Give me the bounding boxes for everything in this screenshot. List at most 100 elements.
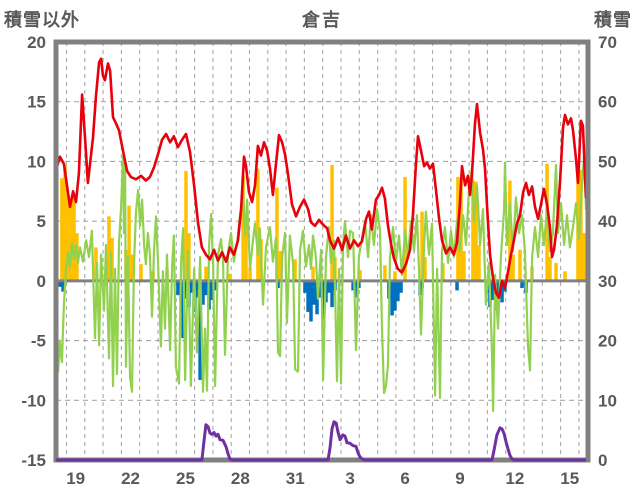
blue-bar [213,280,217,291]
blue-bar [198,280,202,380]
orange-bar [518,249,522,281]
orange-bar [107,216,111,281]
orange-bar [228,273,232,281]
green-line [54,155,588,413]
blue-bar [309,280,313,322]
orange-bar [548,256,552,281]
blue-bar [390,280,394,316]
blue-bar [303,280,307,293]
left-axis-tick-label: 5 [37,212,46,231]
orange-bar [420,211,424,281]
blue-bar [190,280,194,293]
x-axis-tick-label: 12 [505,469,524,488]
orange-bar [293,259,297,281]
orange-bar [358,270,362,281]
orange-bar [511,254,515,281]
blue-bar [276,280,280,289]
x-axis-tick-label: 3 [345,469,354,488]
chart-title: 倉吉 [302,10,342,30]
orange-bar [248,267,252,281]
right-axis-tick-label: 60 [598,93,617,112]
blue-bar [201,280,205,305]
orange-bar [471,180,475,281]
blue-bar [61,280,65,292]
orange-bar [278,251,282,281]
x-axis-tick-label: 6 [400,469,409,488]
orange-bar [393,271,397,281]
orange-bar [60,178,64,281]
orange-bar [563,271,567,281]
blue-bar [399,280,403,293]
orange-bar [275,187,279,281]
orange-bar [204,266,208,281]
x-axis-tick-label: 22 [121,469,140,488]
blue-bar [58,280,62,287]
orange-bar [477,245,481,281]
x-axis-tick-label: 25 [176,469,195,488]
orange-bar [127,205,131,281]
blue-bar [455,280,459,291]
blue-bar [500,280,504,303]
orange-bar [139,264,143,281]
right-axis-title: 積雪 [594,10,632,30]
right-axis-tick-label: 70 [598,33,617,52]
x-axis-tick-label: 15 [560,469,579,488]
blue-bar [321,280,325,320]
blue-bar [354,280,358,298]
blue-bar [327,280,331,293]
right-axis-tick-label: 0 [598,451,607,470]
orange-bar [311,266,315,281]
blue-bar [306,280,310,312]
blue-bar [184,280,188,299]
blue-bar [393,280,397,311]
orange-bar [441,262,445,281]
orange-bar [72,197,76,281]
orange-bar [582,233,586,281]
orange-bar [474,181,478,281]
purple-line [56,420,586,462]
left-axis-tick-label: 10 [27,152,46,171]
blue-bar [318,280,322,298]
blue-bar [396,280,400,302]
orange-bar [256,168,260,281]
orange-bar [244,221,248,281]
right-axis-tick-label: 40 [598,212,617,231]
orange-bar [63,165,67,281]
orange-bar [403,176,407,281]
orange-bar [184,170,188,281]
orange-bar [508,180,512,281]
blue-bar [312,280,316,305]
right-axis-tick-label: 20 [598,332,617,351]
x-axis-tick-label: 31 [286,469,305,488]
x-axis-tick-label: 9 [455,469,464,488]
right-axis-tick-label: 30 [598,272,617,291]
left-axis-tick-label: 0 [37,272,46,291]
left-axis-tick-label: 15 [27,93,46,112]
left-axis-title: 積雪以外 [4,10,80,30]
orange-bar [66,194,70,281]
orange-bar [241,175,245,281]
blue-bar [351,280,355,291]
blue-bar [520,280,524,289]
right-axis-tick-label: 10 [598,391,617,410]
orange-bar [579,169,583,281]
orange-bar [554,262,558,281]
x-axis-tick-label: 19 [66,469,85,488]
blue-bar [210,280,214,300]
left-axis-tick-label: -15 [21,451,46,470]
blue-bar [176,280,180,296]
blue-bar [491,280,495,300]
orange-bar [462,251,466,281]
red-line [54,57,588,299]
blue-bar [330,280,334,308]
orange-bar [383,265,387,281]
orange-bar [423,256,427,281]
blue-bar [204,280,208,296]
orange-bar [130,254,134,281]
orange-bar [330,165,334,281]
right-axis-tick-label: 50 [598,152,617,171]
x-axis-tick-label: 28 [231,469,250,488]
orange-bar [94,247,98,281]
